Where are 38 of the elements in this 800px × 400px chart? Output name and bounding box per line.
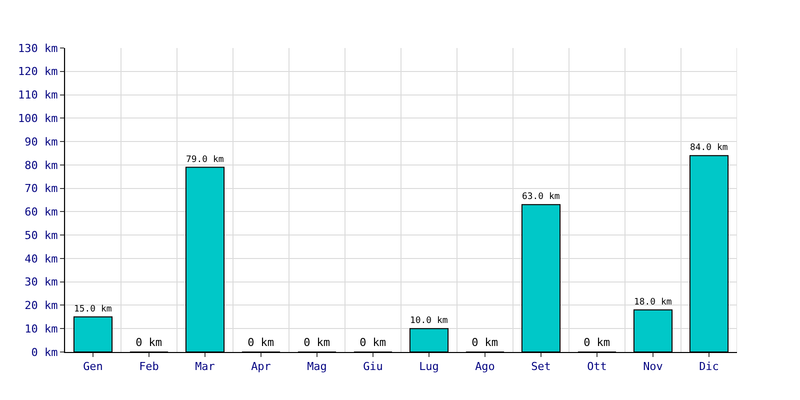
- data-label: 0 km: [472, 336, 498, 349]
- x-tick-label: Nov: [643, 360, 664, 374]
- y-tick-label: 120 km: [18, 65, 58, 78]
- y-tick-label: 30 km: [24, 276, 58, 289]
- data-label: 84.0 km: [690, 143, 728, 154]
- data-label: 0 km: [360, 336, 386, 349]
- y-tick-label: 90 km: [24, 135, 58, 148]
- y-tick-label: 70 km: [24, 182, 58, 196]
- data-label: 79.0 km: [186, 154, 224, 165]
- data-label: 18.0 km: [634, 297, 672, 308]
- y-tick-label: 0 km: [31, 346, 58, 359]
- x-tick-label: Ago: [475, 360, 495, 374]
- data-label: 0 km: [136, 336, 162, 349]
- x-tick-label: Dic: [699, 360, 719, 374]
- x-tick-label: Feb: [139, 360, 159, 374]
- x-tick-label: Apr: [251, 360, 272, 374]
- x-tick-label: Ott: [587, 360, 607, 374]
- data-label: 10.0 km: [410, 316, 448, 326]
- data-label: 0 km: [248, 336, 274, 349]
- y-tick-label: 100 km: [18, 112, 58, 125]
- y-tick-label: 130 km: [18, 42, 58, 55]
- data-label: 15.0 km: [74, 304, 112, 314]
- x-tick-label: Mag: [307, 360, 327, 374]
- x-tick-label: Mar: [195, 360, 216, 374]
- data-label: 0 km: [304, 336, 330, 349]
- x-tick-label: Gen: [83, 360, 103, 374]
- data-label: 63.0 km: [522, 192, 560, 202]
- y-tick-label: 20 km: [24, 299, 58, 312]
- y-tick-label: 50 km: [24, 228, 58, 242]
- y-tick-label: 10 km: [24, 322, 58, 336]
- y-tick-label: 40 km: [24, 252, 58, 266]
- y-tick-label: 110 km: [18, 88, 58, 102]
- x-tick-label: Set: [531, 360, 551, 374]
- x-tick-label: Giu: [363, 360, 383, 374]
- y-tick-label: 80 km: [24, 158, 58, 172]
- data-label: 0 km: [584, 336, 610, 349]
- x-tick-label: Lug: [419, 360, 439, 374]
- y-tick-label: 60 km: [24, 206, 58, 219]
